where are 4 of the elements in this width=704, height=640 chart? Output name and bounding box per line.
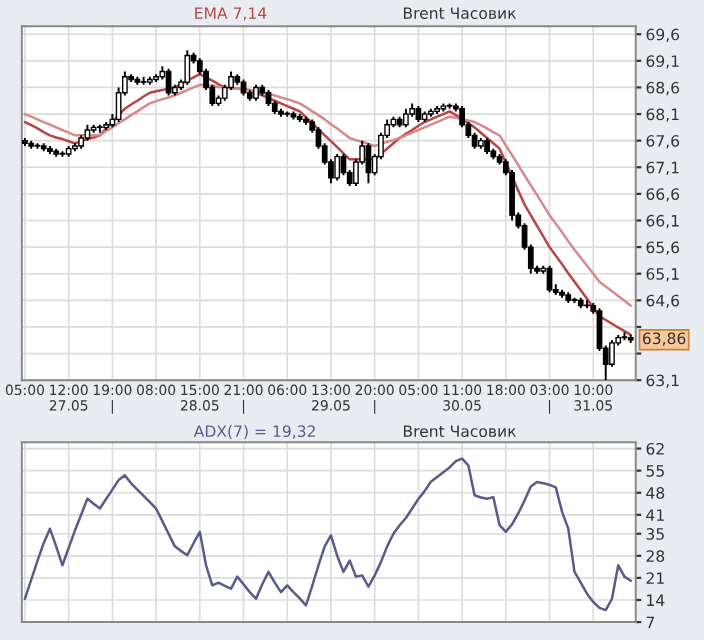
candlestick bbox=[184, 49, 191, 86]
candlestick bbox=[334, 153, 341, 182]
candlestick bbox=[403, 107, 409, 129]
line-series bbox=[23, 457, 632, 612]
